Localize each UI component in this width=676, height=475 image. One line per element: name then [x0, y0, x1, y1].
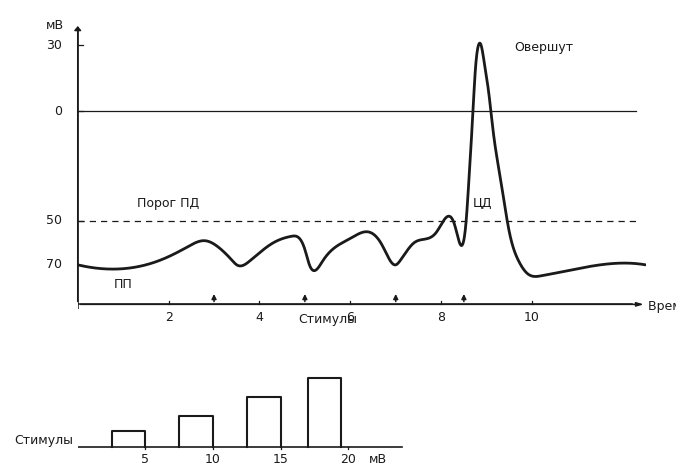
Text: мВ: мВ: [368, 453, 387, 466]
Text: Порог ПД: Порог ПД: [137, 197, 199, 210]
Text: 0: 0: [54, 104, 62, 118]
Text: 6: 6: [346, 311, 354, 324]
Text: Стимулы: Стимулы: [298, 313, 357, 326]
Text: 2: 2: [165, 311, 172, 324]
Text: 20: 20: [340, 453, 356, 466]
Text: 70: 70: [46, 258, 62, 271]
Text: 30: 30: [46, 39, 62, 52]
Text: 5: 5: [141, 453, 149, 466]
Text: Овершут: Овершут: [514, 41, 573, 54]
Text: 50: 50: [46, 214, 62, 228]
Text: 10: 10: [524, 311, 540, 324]
Text: Время, мс: Время, мс: [648, 300, 676, 313]
Text: 10: 10: [205, 453, 221, 466]
Text: Стимулы: Стимулы: [15, 434, 74, 447]
Text: 4: 4: [256, 311, 264, 324]
Text: 15: 15: [272, 453, 289, 466]
Text: 8: 8: [437, 311, 445, 324]
Text: мВ: мВ: [46, 19, 64, 32]
Text: ПП: ПП: [114, 278, 132, 291]
Text: ЦД: ЦД: [473, 197, 492, 210]
